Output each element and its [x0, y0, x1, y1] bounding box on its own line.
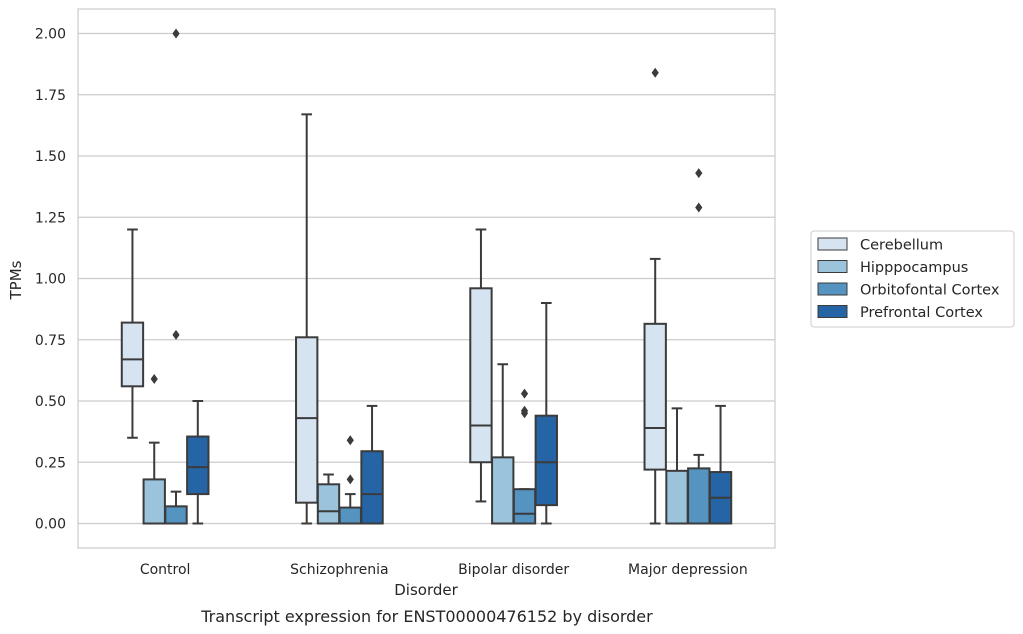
box-group	[295, 113, 319, 525]
outlier-point	[346, 435, 354, 446]
box-group	[534, 302, 558, 525]
box	[338, 506, 362, 525]
x-axis-title: Disorder	[394, 581, 458, 599]
legend-label: Orbitofontal Cortex	[860, 283, 1000, 299]
box-group	[643, 67, 667, 525]
y-axis-title: TPMs	[7, 260, 25, 300]
box	[687, 467, 711, 525]
box-group	[142, 373, 166, 525]
legend: Cerebellum Hipppocampus Orbitofontal Corte…	[810, 230, 1015, 328]
outlier-point	[695, 168, 703, 179]
y-tick-label: 2.00	[35, 27, 66, 43]
x-tick-label: Bipolar disorder	[458, 562, 569, 578]
chart-caption: Transcript expression for ENST0000047615…	[200, 607, 653, 626]
y-tick-label: 0.50	[35, 394, 66, 410]
box-group	[687, 168, 711, 525]
box-group	[186, 400, 210, 525]
y-tick-labels: 0.00 0.25 0.50 0.75 1.00 1.25 1.50 1.75 2.00	[35, 27, 66, 533]
grid-lines	[78, 32, 775, 525]
legend-label: Hipppocampus	[860, 260, 968, 276]
outlier-point	[150, 373, 158, 384]
box-group	[491, 363, 515, 525]
box-group	[708, 404, 733, 525]
box	[512, 488, 537, 525]
y-tick-label: 0.25	[35, 455, 66, 471]
legend-swatch	[817, 260, 848, 273]
box	[534, 414, 558, 507]
legend-label: Cerebellum	[860, 238, 943, 254]
box	[142, 478, 166, 525]
box	[186, 435, 210, 496]
outlier-point	[520, 388, 529, 399]
box-group	[665, 407, 689, 525]
box	[295, 336, 319, 504]
outlier-point	[695, 202, 703, 213]
legend-swatch	[817, 305, 848, 318]
box-group	[360, 404, 384, 525]
legend-swatch	[817, 237, 848, 251]
box	[643, 322, 667, 471]
outlier-point	[172, 28, 180, 39]
y-tick-label: 1.75	[35, 88, 66, 104]
outlier-point	[172, 329, 180, 340]
box	[469, 287, 493, 464]
x-tick-labels: Control Schizophrenia Bipolar disorder Majo…	[140, 562, 748, 578]
y-tick-label: 1.25	[35, 210, 66, 226]
box	[491, 456, 515, 525]
boxes-layer	[120, 28, 733, 525]
box	[360, 450, 384, 525]
legend-swatch	[817, 282, 848, 296]
box-group	[338, 435, 362, 525]
y-tick-label: 1.00	[35, 272, 66, 288]
box	[665, 469, 689, 525]
legend-label: Prefrontal Cortex	[860, 305, 983, 321]
y-tick-label: 1.50	[35, 149, 66, 165]
x-tick-label: Control	[140, 562, 191, 578]
box-group	[469, 228, 493, 503]
box-group	[512, 388, 537, 525]
outlier-point	[346, 474, 354, 485]
box	[120, 321, 145, 388]
plot-frame	[77, 8, 776, 549]
box-group	[316, 473, 341, 525]
legend-frame	[810, 230, 1015, 328]
outlier-point	[520, 405, 529, 416]
box-group	[120, 228, 145, 439]
x-tick-label: Major depression	[628, 562, 748, 578]
x-tick-label: Schizophrenia	[290, 562, 388, 578]
box-group	[164, 28, 188, 525]
outlier-point	[651, 67, 659, 78]
box	[316, 483, 341, 525]
box	[164, 505, 188, 525]
y-tick-label: 0.00	[35, 517, 66, 533]
y-tick-label: 0.75	[35, 333, 66, 349]
